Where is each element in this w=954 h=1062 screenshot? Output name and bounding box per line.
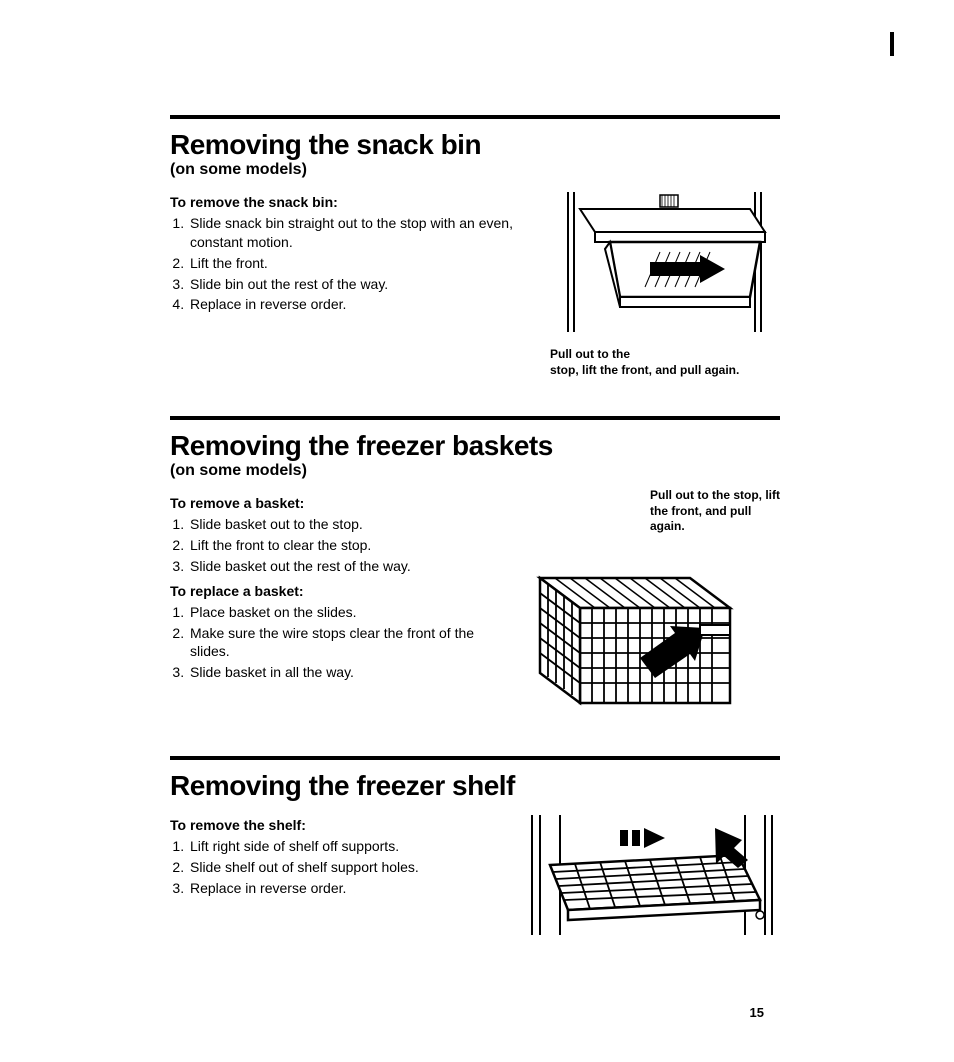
step: Place basket on the slides. bbox=[188, 603, 510, 622]
snack-bin-figure bbox=[550, 187, 780, 337]
text-column: To remove the snack bin: Slide snack bin… bbox=[170, 187, 530, 316]
step: Slide basket out the rest of the way. bbox=[188, 557, 510, 576]
page-content: Removing the snack bin (on some models) … bbox=[170, 115, 780, 978]
step: Slide basket out to the stop. bbox=[188, 515, 510, 534]
steps-list: Slide snack bin straight out to the stop… bbox=[170, 214, 530, 314]
steps-list: Lift right side of shelf off supports. S… bbox=[170, 837, 500, 898]
group-heading: To remove the shelf: bbox=[170, 816, 500, 835]
step: Slide shelf out of shelf support holes. bbox=[188, 858, 500, 877]
step: Lift the front to clear the stop. bbox=[188, 536, 510, 555]
step: Replace in reverse order. bbox=[188, 295, 530, 314]
page-number: 15 bbox=[750, 1005, 764, 1020]
figure-column bbox=[520, 810, 780, 940]
steps-list: Slide basket out to the stop. Lift the f… bbox=[170, 515, 510, 576]
text-column: To remove the shelf: Lift right side of … bbox=[170, 810, 500, 900]
freezer-basket-figure bbox=[530, 543, 780, 718]
rule bbox=[170, 115, 780, 119]
step: Lift the front. bbox=[188, 254, 530, 273]
section-snack-bin: Removing the snack bin (on some models) … bbox=[170, 115, 780, 378]
step: Make sure the wire stops clear the front… bbox=[188, 624, 510, 662]
heading-freezer-baskets: Removing the freezer baskets bbox=[170, 424, 780, 462]
section-freezer-baskets: Removing the freezer baskets (on some mo… bbox=[170, 416, 780, 718]
step: Slide snack bin straight out to the stop… bbox=[188, 214, 530, 252]
step: Slide bin out the rest of the way. bbox=[188, 275, 530, 294]
step: Slide basket in all the way. bbox=[188, 663, 510, 682]
section-freezer-shelf: Removing the freezer shelf To remove the… bbox=[170, 756, 780, 940]
step: Replace in reverse order. bbox=[188, 879, 500, 898]
step: Lift right side of shelf off supports. bbox=[188, 837, 500, 856]
heading-snack-bin: Removing the snack bin bbox=[170, 123, 780, 161]
figure-caption: Pull out to the stop, lift the front, an… bbox=[550, 347, 780, 378]
rule bbox=[170, 416, 780, 420]
subheading-freezer-baskets: (on some models) bbox=[170, 462, 780, 480]
group-heading: To remove a basket: bbox=[170, 494, 510, 513]
group-heading: To replace a basket: bbox=[170, 582, 510, 601]
figure-caption: Pull out to the stop, lift the front, an… bbox=[650, 488, 780, 535]
steps-list: Place basket on the slides. Make sure th… bbox=[170, 603, 510, 683]
heading-freezer-shelf: Removing the freezer shelf bbox=[170, 764, 780, 802]
page-edge-mark bbox=[890, 32, 894, 56]
figure-column: Pull out to the stop, lift the front, an… bbox=[550, 187, 780, 378]
freezer-shelf-figure bbox=[520, 810, 780, 940]
subheading-snack-bin: (on some models) bbox=[170, 161, 780, 179]
rule bbox=[170, 756, 780, 760]
text-column: To remove a basket: Slide basket out to … bbox=[170, 488, 510, 684]
group-heading: To remove the snack bin: bbox=[170, 193, 530, 212]
figure-column: Pull out to the stop, lift the front, an… bbox=[530, 488, 780, 718]
